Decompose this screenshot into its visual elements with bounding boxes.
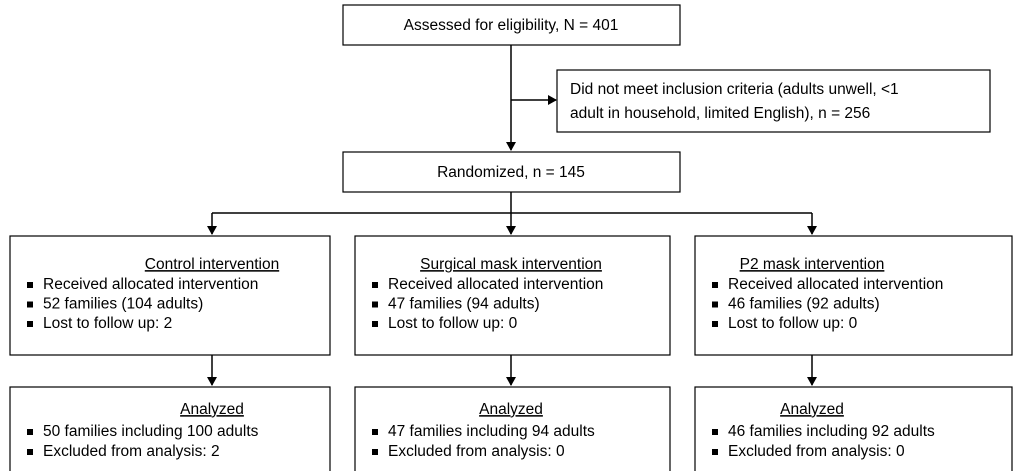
- box-item: 47 families (94 adults): [388, 296, 540, 313]
- box-item: Received allocated intervention: [728, 276, 943, 293]
- bullet: [372, 301, 378, 308]
- box-item: 50 families including 100 adults: [43, 423, 259, 440]
- bullet: [712, 321, 718, 327]
- box-item: Excluded from analysis: 0: [728, 443, 905, 460]
- box: [354, 386, 671, 471]
- bullet: [372, 321, 378, 327]
- randomized-box: [342, 151, 681, 193]
- box-item: Lost to follow up: 0: [728, 315, 858, 332]
- bullet: [27, 321, 33, 327]
- excluded-text: adult in household, limited English), n …: [570, 105, 870, 122]
- bullet: [372, 429, 378, 435]
- box-title: Analyzed: [780, 401, 844, 418]
- bullet: [712, 429, 718, 435]
- box-item: Received allocated intervention: [43, 276, 258, 293]
- bullet: [27, 429, 33, 435]
- box: [9, 386, 331, 471]
- excluded-text: Did not meet inclusion criteria (adults …: [570, 81, 899, 98]
- bullet: [372, 449, 378, 455]
- box-item: 46 families (92 adults): [728, 296, 880, 313]
- box-item: Excluded from analysis: 2: [43, 443, 220, 460]
- box: [694, 235, 1013, 356]
- box-item: Lost to follow up: 2: [43, 315, 172, 332]
- box-title: Control intervention: [145, 256, 279, 273]
- bullet: [712, 449, 718, 455]
- bullet: [27, 301, 33, 308]
- box-title: Analyzed: [479, 401, 543, 418]
- box: [9, 235, 331, 356]
- box-item: 46 families including 92 adults: [728, 423, 935, 440]
- bullet: [372, 282, 378, 288]
- box-item: Excluded from analysis: 0: [388, 443, 565, 460]
- box-title: Surgical mask intervention: [420, 256, 602, 273]
- box-item: 47 families including 94 adults: [388, 423, 595, 440]
- arms: Control intervention Received allocated i…: [9, 213, 1013, 471]
- assessed-box: [342, 4, 681, 46]
- bullet: [27, 282, 33, 288]
- bullet: [712, 282, 718, 288]
- randomized-label: Randomized, n = 145: [437, 164, 585, 181]
- box-title: P2 mask intervention: [740, 256, 885, 273]
- box-item: Lost to follow up: 0: [388, 315, 518, 332]
- box: [694, 386, 1013, 471]
- box: [354, 235, 671, 356]
- bullet: [27, 449, 33, 455]
- box-item: Received allocated intervention: [388, 276, 603, 293]
- box-title: Analyzed: [180, 401, 244, 418]
- assessed-label: Assessed for eligibility, N = 401: [404, 17, 619, 34]
- box-item: 52 families (104 adults): [43, 296, 203, 313]
- bullet: [712, 301, 718, 308]
- excluded-box: [556, 69, 991, 133]
